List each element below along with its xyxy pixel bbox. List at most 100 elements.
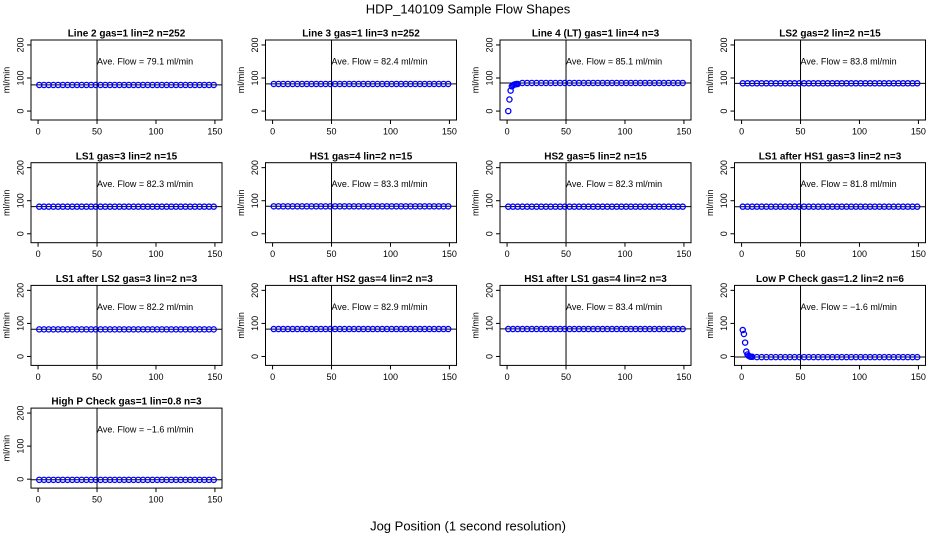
x-tick-label: 0 — [36, 126, 41, 136]
point — [505, 107, 512, 115]
y-axis-label: ml/min — [705, 67, 715, 94]
x-tick-label: 150 — [442, 249, 457, 259]
x-tick-label: 50 — [796, 126, 806, 136]
x-tick-label: 150 — [207, 249, 222, 259]
y-tick-label: 0 — [15, 477, 25, 482]
annotation: Ave. Flow = 82.3 ml/min — [97, 179, 193, 189]
annotation: Ave. Flow = 85.1 ml/min — [566, 56, 662, 66]
y-tick-label: 0 — [15, 109, 25, 114]
x-tick-label: 50 — [92, 126, 102, 136]
plot-box — [265, 162, 457, 244]
x-tick-label: 100 — [148, 494, 163, 504]
y-tick-label: 200 — [15, 160, 25, 175]
annotation: Ave. Flow = 83.8 ml/min — [801, 56, 897, 66]
plot-box — [499, 39, 692, 121]
point — [210, 326, 217, 333]
panel-title: HS1 after LS1 gas=4 lin=2 n=3 — [524, 274, 667, 285]
point — [210, 476, 217, 484]
y-axis-label: ml/min — [1, 312, 11, 339]
x-tick-label: 100 — [148, 249, 163, 259]
x-tick-label: 50 — [92, 372, 102, 382]
point — [444, 203, 452, 210]
y-tick-label: 100 — [15, 316, 25, 331]
point — [444, 325, 452, 333]
point — [506, 96, 513, 103]
y-tick-label: 200 — [719, 283, 729, 298]
x-tick-label: 50 — [796, 372, 806, 382]
x-tick-label: 0 — [739, 126, 744, 136]
plot-box — [30, 162, 223, 244]
annotation: Ave. Flow = 82.4 ml/min — [332, 56, 428, 66]
y-axis-label: ml/min — [470, 189, 480, 216]
x-tick-label: 100 — [383, 126, 398, 136]
point — [913, 80, 921, 87]
x-tick-label: 50 — [327, 126, 337, 136]
plot-box — [734, 162, 926, 244]
x-tick-label: 50 — [561, 249, 571, 259]
y-tick-label: 200 — [484, 283, 494, 298]
x-tick-label: 150 — [911, 249, 926, 259]
x-tick-label: 0 — [505, 372, 510, 382]
y-axis-label: ml/min — [236, 312, 246, 339]
panel-title: LS2 gas=2 lin=2 n=15 — [779, 29, 881, 40]
x-tick-label: 100 — [148, 372, 163, 382]
x-tick-label: 50 — [796, 249, 806, 259]
y-tick-label: 100 — [484, 193, 494, 208]
chart-title: HDP_140109 Sample Flow Shapes — [366, 1, 571, 16]
y-tick-label: 0 — [15, 231, 25, 236]
point — [913, 353, 921, 361]
annotation: Ave. Flow = 83.4 ml/min — [566, 302, 662, 312]
y-tick-label: 200 — [15, 283, 25, 298]
plot-box — [734, 284, 926, 366]
y-axis-label: ml/min — [470, 312, 480, 339]
panel-title: LS1 after LS2 gas=3 lin=2 n=3 — [56, 274, 198, 285]
plot-box — [734, 39, 926, 121]
panel-title: Low P Check gas=1.2 lin=2 n=6 — [756, 274, 904, 285]
panel-title: HS2 gas=5 lin=2 n=15 — [544, 151, 647, 162]
x-tick-label: 150 — [676, 249, 691, 259]
panel-title: Line 3 gas=1 lin=3 n=252 — [302, 29, 420, 40]
y-tick-label: 0 — [250, 354, 260, 359]
x-tick-label: 0 — [36, 249, 41, 259]
y-tick-label: 0 — [484, 109, 494, 114]
panel-title: High P Check gas=1 lin=0.8 n=3 — [51, 397, 202, 408]
annotation: Ave. Flow = −1.6 ml/min — [801, 302, 897, 312]
y-tick-label: 0 — [719, 231, 729, 236]
plot-box — [265, 39, 457, 121]
x-tick-label: 100 — [148, 126, 163, 136]
plot-box — [499, 284, 692, 366]
x-tick-label: 0 — [739, 249, 744, 259]
annotation: Ave. Flow = 83.3 ml/min — [332, 179, 428, 189]
x-tick-label: 100 — [617, 126, 632, 136]
x-tick-label: 100 — [852, 372, 867, 382]
x-tick-label: 150 — [911, 126, 926, 136]
panel-title: Line 2 gas=1 lin=2 n=252 — [68, 29, 186, 40]
plot-box — [499, 162, 692, 244]
x-tick-label: 100 — [617, 249, 632, 259]
y-axis-label: ml/min — [1, 189, 11, 216]
y-tick-label: 100 — [250, 316, 260, 331]
x-tick-label: 100 — [852, 249, 867, 259]
panel-title: LS1 gas=3 lin=2 n=15 — [76, 151, 178, 162]
point — [210, 203, 217, 210]
point — [679, 203, 686, 210]
y-axis-label: ml/min — [705, 312, 715, 339]
x-tick-label: 50 — [561, 372, 571, 382]
x-tick-label: 150 — [207, 372, 222, 382]
y-tick-label: 200 — [719, 37, 729, 52]
plot-box — [30, 284, 223, 366]
y-tick-label: 0 — [719, 354, 729, 359]
annotation: Ave. Flow = 81.8 ml/min — [801, 179, 897, 189]
y-tick-label: 100 — [719, 316, 729, 331]
y-axis-label: ml/min — [705, 189, 715, 216]
x-tick-label: 150 — [911, 372, 926, 382]
x-tick-label: 0 — [270, 372, 275, 382]
y-tick-label: 200 — [15, 37, 25, 52]
x-tick-label: 0 — [739, 372, 744, 382]
plot-box — [30, 407, 223, 489]
point — [739, 326, 747, 334]
panel-title: HS1 after HS2 gas=4 lin=2 n=3 — [289, 274, 433, 285]
point — [210, 81, 217, 89]
y-axis-label: ml/min — [236, 67, 246, 94]
y-tick-label: 100 — [15, 439, 25, 454]
